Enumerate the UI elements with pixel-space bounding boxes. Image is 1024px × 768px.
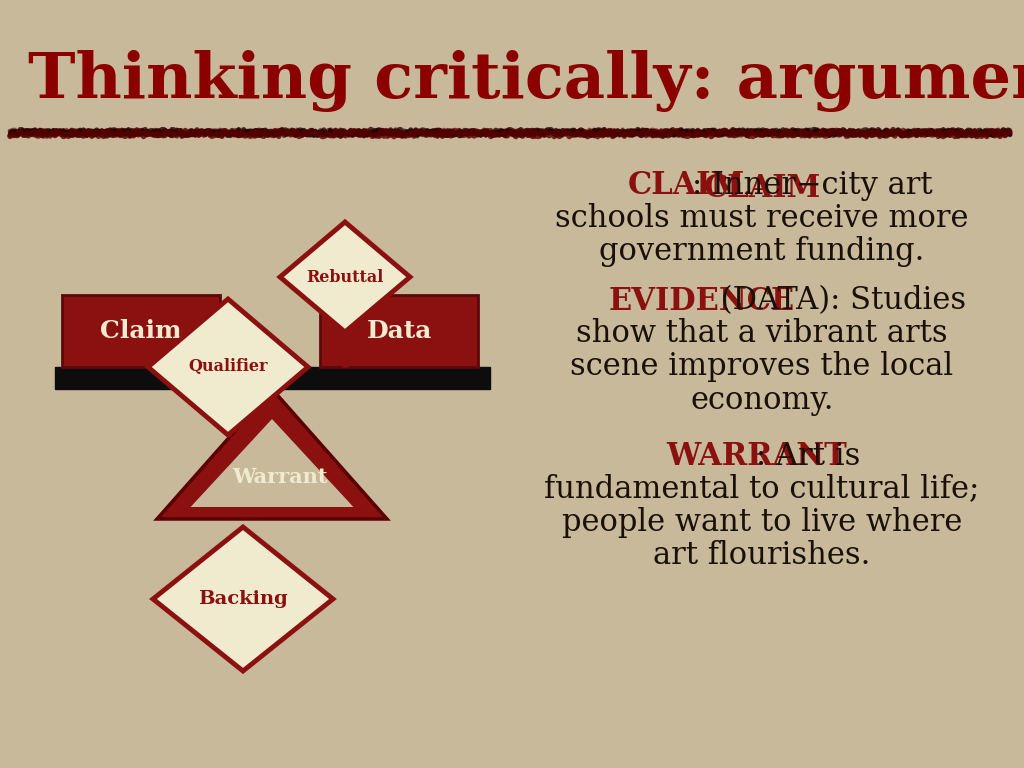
Text: (DATA): Studies: (DATA): Studies [711, 286, 966, 316]
Polygon shape [148, 299, 308, 435]
Text: EVIDENCE: EVIDENCE [609, 286, 795, 316]
Text: Qualifier: Qualifier [188, 359, 267, 376]
Polygon shape [153, 527, 333, 671]
Text: WARRANT: WARRANT [667, 441, 847, 472]
Text: schools must receive more: schools must receive more [555, 203, 969, 234]
Text: Claim: Claim [100, 319, 181, 343]
Text: Backing: Backing [198, 590, 288, 608]
FancyBboxPatch shape [62, 295, 220, 367]
Polygon shape [280, 222, 410, 332]
Text: government funding.: government funding. [599, 236, 925, 267]
Text: : Inner−city art: : Inner−city art [692, 170, 933, 201]
Text: Data: Data [367, 319, 432, 343]
Text: show that a vibrant arts: show that a vibrant arts [577, 319, 948, 349]
FancyBboxPatch shape [319, 295, 478, 367]
Text: art flourishes.: art flourishes. [653, 540, 870, 571]
Text: fundamental to cultural life;: fundamental to cultural life; [545, 474, 980, 505]
Text: scene improves the local: scene improves the local [570, 352, 953, 382]
Text: Rebuttal: Rebuttal [306, 269, 384, 286]
Text: : Art is: : Art is [756, 441, 860, 472]
Text: CLAIM: CLAIM [628, 170, 745, 201]
Text: Warrant: Warrant [232, 467, 328, 487]
Polygon shape [157, 389, 387, 519]
Text: CLAIM: CLAIM [703, 173, 820, 204]
Polygon shape [190, 419, 353, 507]
Text: Thinking critically: argumentation: Thinking critically: argumentation [28, 50, 1024, 112]
FancyBboxPatch shape [55, 367, 490, 389]
Text: economy.: economy. [690, 385, 834, 415]
Text: people want to live where: people want to live where [562, 507, 963, 538]
